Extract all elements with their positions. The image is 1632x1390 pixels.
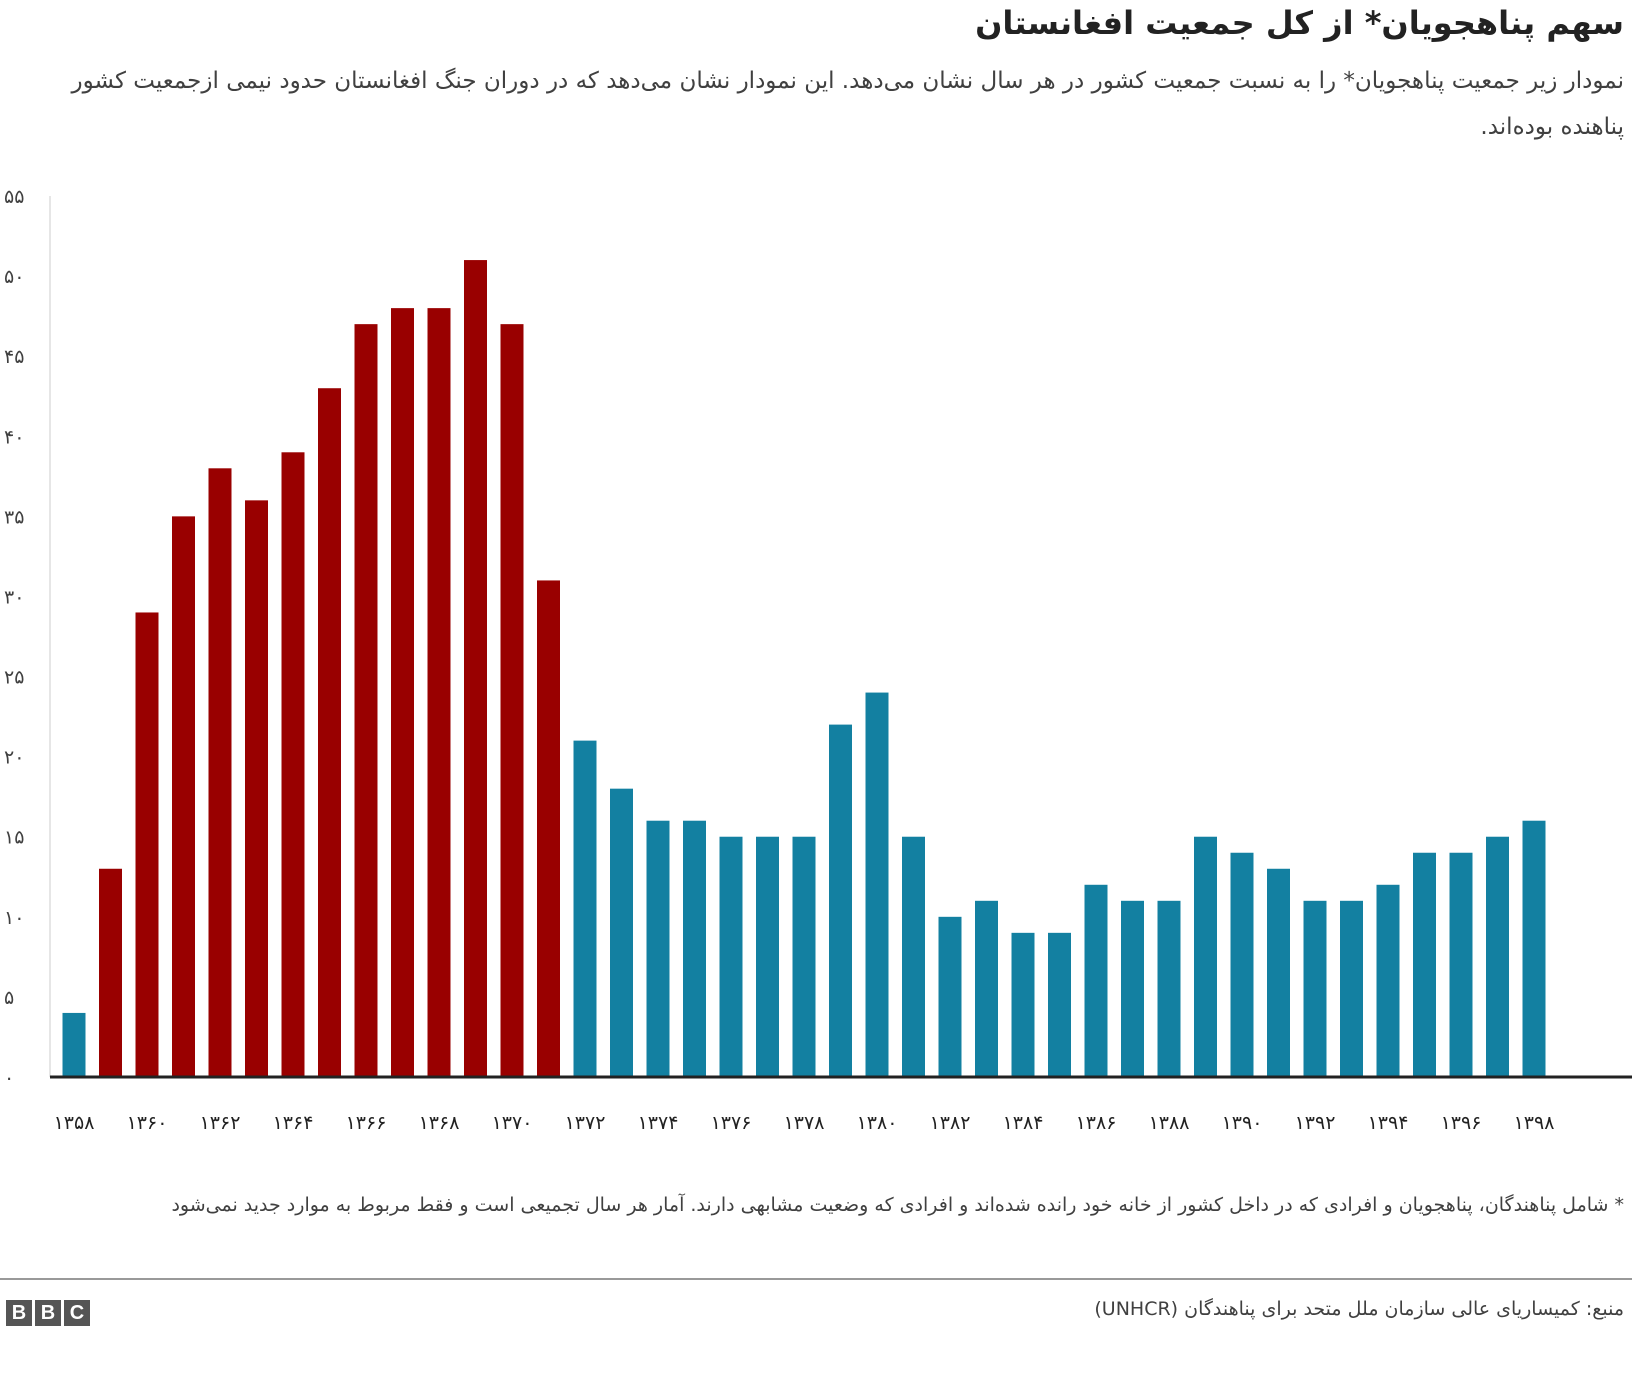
bar-30 — [1157, 900, 1181, 1077]
bar-21 — [829, 724, 852, 1077]
x-tick-label: ۱۳۸۶ — [1076, 1112, 1117, 1134]
x-tick-label: ۱۳۹۴ — [1368, 1112, 1409, 1134]
y-tick-label: ۲۵ — [4, 667, 24, 689]
bar-3 — [172, 516, 195, 1077]
bar-32 — [1230, 852, 1254, 1077]
bar-10 — [427, 308, 451, 1077]
bar-1 — [99, 868, 122, 1077]
bar-22 — [865, 692, 889, 1077]
bar-11 — [464, 260, 487, 1077]
divider — [0, 1278, 1632, 1280]
bar-chart: ۰ ۵ ۱۰ ۱۵ ۲۰ ۲۵ ۳۰ ۳۵ ۴۰ ۴۵ ۵۰ ۵۵ ۱۳۵۸ ۱۳۶۰ ۱۳۶۲ ۱۳۶۴ ۱۳… — [4, 186, 1632, 1134]
bar-8 — [354, 324, 378, 1077]
x-tick-label: ۱۳۷۶ — [711, 1112, 752, 1134]
bar-35 — [1340, 900, 1363, 1077]
y-tick-label: ۳۵ — [4, 506, 24, 528]
source-note: منبع: کمیساریای عالی سازمان ملل متحد برا… — [1094, 1298, 1624, 1320]
chart-title: سهم پناهجویان* از کل جمعیت افغانستان — [975, 4, 1624, 42]
x-tick-label: ۱۳۷۰ — [492, 1112, 533, 1134]
x-tick-label: ۱۳۶۲ — [200, 1112, 241, 1134]
y-tick-label: ۵ — [4, 987, 14, 1009]
x-tick-label: ۱۳۸۰ — [857, 1112, 898, 1134]
x-tick-label: ۱۳۶۴ — [273, 1112, 314, 1134]
bar-40 — [1522, 820, 1546, 1077]
bar-15 — [610, 788, 633, 1077]
bar-18 — [719, 836, 743, 1077]
y-tick-label: ۰ — [4, 1067, 14, 1089]
y-tick-label: ۲۰ — [4, 747, 24, 769]
y-tick-label: ۵۵ — [4, 186, 24, 208]
bar-23 — [902, 836, 925, 1077]
bar-29 — [1121, 900, 1144, 1077]
x-tick-label: ۱۳۷۲ — [565, 1112, 606, 1134]
bar-25 — [975, 900, 998, 1077]
y-tick-label: ۵۰ — [4, 266, 24, 288]
x-tick-label: ۱۳۶۸ — [419, 1112, 460, 1134]
footnote: * شامل پناهندگان، پناهجویان و افرادی که … — [171, 1194, 1624, 1216]
bar-37 — [1413, 852, 1436, 1077]
bar-19 — [756, 836, 779, 1077]
y-tick-label: ۳۰ — [4, 586, 24, 608]
x-tick-label: ۱۳۹۰ — [1222, 1112, 1263, 1134]
bar-20 — [792, 836, 816, 1077]
y-tick-label: ۱۰ — [4, 907, 24, 929]
bar-5 — [245, 500, 268, 1077]
bar-27 — [1048, 932, 1071, 1077]
bar-2 — [135, 612, 159, 1077]
y-tick-label: ۴۵ — [4, 346, 24, 368]
x-tick-label: ۱۳۸۴ — [1003, 1112, 1044, 1134]
x-tick-label: ۱۳۷۸ — [784, 1112, 825, 1134]
y-tick-label: ۱۵ — [4, 827, 24, 849]
x-tick-label: ۱۳۸۲ — [930, 1112, 971, 1134]
bar-31 — [1194, 836, 1217, 1077]
bar-14 — [573, 740, 597, 1077]
y-tick-label: ۴۰ — [4, 426, 24, 448]
bar-0 — [62, 1012, 86, 1077]
bar-17 — [683, 820, 706, 1077]
bar-16 — [646, 820, 670, 1077]
x-tick-label: ۱۳۹۲ — [1295, 1112, 1336, 1134]
bar-6 — [281, 452, 305, 1078]
x-tick-label: ۱۳۸۸ — [1149, 1112, 1190, 1134]
bar-24 — [938, 916, 962, 1077]
x-tick-label: ۱۳۷۴ — [638, 1112, 679, 1134]
bar-7 — [318, 388, 341, 1077]
bar-38 — [1449, 852, 1473, 1077]
bar-13 — [537, 580, 560, 1077]
bar-33 — [1267, 868, 1290, 1077]
bar-4 — [208, 468, 232, 1077]
bar-12 — [500, 324, 524, 1077]
x-tick-label: ۱۳۶۶ — [346, 1112, 387, 1134]
x-tick-label: ۱۳۵۸ — [54, 1112, 95, 1134]
bar-26 — [1011, 932, 1035, 1077]
chart-subtitle: نمودار زیر جمعیت پناهجویان* را به نسبت ج… — [71, 68, 1625, 140]
bar-9 — [391, 308, 414, 1077]
x-tick-label: ۱۳۹۸ — [1514, 1112, 1555, 1134]
x-tick-label: ۱۳۶۰ — [127, 1112, 168, 1134]
bar-36 — [1376, 884, 1400, 1077]
bar-39 — [1486, 836, 1509, 1077]
x-tick-label: ۱۳۹۶ — [1441, 1112, 1482, 1134]
bar-28 — [1084, 884, 1108, 1077]
bar-34 — [1303, 900, 1327, 1077]
